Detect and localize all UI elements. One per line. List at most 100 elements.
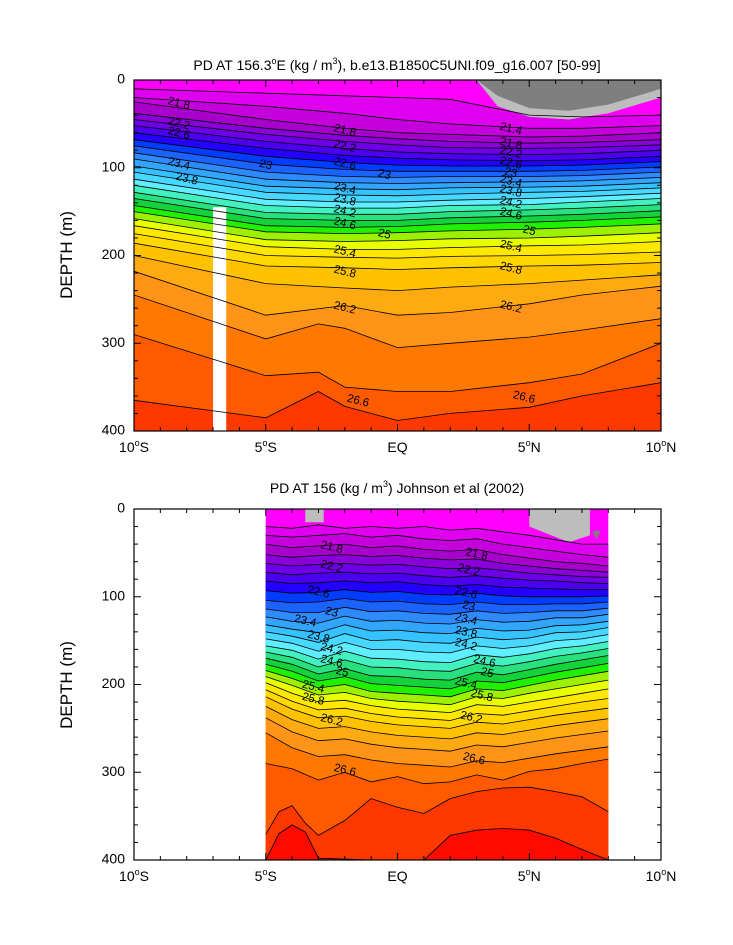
contour-label: 24.6 (332, 215, 357, 232)
contour-line (134, 165, 661, 191)
contour-line (134, 218, 661, 242)
density-band (134, 382, 661, 431)
contour-label: 26.2 (498, 299, 523, 316)
contour-line (265, 554, 609, 573)
contour-line (134, 242, 661, 270)
contour-label: 23.4 (498, 173, 523, 190)
contour-label: 23.4 (332, 180, 357, 197)
panel-2-color-bands (265, 509, 609, 860)
contour-label: 23.8 (306, 629, 331, 646)
contour-label: 22.6 (454, 585, 479, 602)
contour-label: 25.4 (498, 238, 523, 255)
missing-data-region (476, 80, 661, 111)
contour-line (265, 706, 609, 740)
panel-2-contour-lines (265, 524, 609, 860)
contour-line (265, 524, 609, 545)
contour-label: 23 (324, 605, 339, 620)
contour-label: 25 (479, 666, 494, 681)
contour-line (134, 132, 661, 162)
contour-line (134, 233, 661, 259)
contour-line (134, 125, 661, 156)
contour-line (134, 158, 661, 184)
contour-label: 24.2 (498, 194, 523, 211)
panel-1-contour-lines (134, 88, 661, 421)
contour-label: 26.2 (459, 709, 484, 726)
contour-line (134, 225, 661, 250)
x-tick-label: 10oS (119, 438, 149, 455)
contour-line (134, 97, 661, 129)
contour-label: 22.2 (498, 144, 523, 161)
x-tick-label: EQ (387, 868, 407, 884)
contour-label: 24.6 (472, 653, 497, 670)
contour-label: 24.2 (332, 203, 357, 220)
contour-line (134, 255, 661, 292)
contour-label: 25.8 (469, 687, 494, 704)
contour-label: 23 (258, 158, 273, 173)
contour-label: 23 (503, 166, 518, 181)
contour-label: 24.6 (319, 653, 344, 670)
missing-data-region (305, 509, 324, 523)
y-tick-label: 200 (102, 675, 126, 691)
y-tick-label: 100 (102, 158, 126, 174)
contour-line (134, 334, 661, 392)
contour-label: 23 (377, 167, 392, 182)
contour-label: 23.8 (498, 183, 523, 200)
contour-line (265, 648, 609, 672)
contour-line (134, 101, 661, 138)
x-tick-label: 10oS (119, 867, 149, 884)
x-tick-label: 5oS (255, 438, 277, 455)
contour-label: 22.2 (332, 138, 357, 155)
contour-line (134, 205, 661, 228)
contour-label: 25.8 (301, 691, 326, 708)
contour-label: 23.8 (332, 192, 357, 209)
contour-label: 25.4 (301, 679, 326, 696)
contour-line (265, 786, 609, 836)
x-tick-label: 10oN (646, 867, 677, 884)
contour-label: 25.8 (498, 260, 523, 277)
contour-label: 26.6 (462, 751, 487, 768)
contour-label: 26.2 (332, 300, 357, 317)
contour-line (265, 824, 609, 860)
contour-line (134, 178, 661, 203)
contour-line (265, 689, 609, 721)
contour-label: 25.8 (332, 264, 357, 281)
contour-line (265, 580, 609, 591)
contour-label: 26.6 (346, 393, 371, 410)
contour-label: 22.2 (319, 558, 344, 575)
contour-line (134, 145, 661, 172)
contour-line (134, 139, 661, 167)
contour-line (134, 152, 661, 178)
contour-line (265, 641, 609, 664)
y-tick-label: 100 (102, 587, 126, 603)
contour-label: 23 (461, 599, 476, 614)
x-tick-label: 5oN (518, 867, 541, 884)
contour-line (134, 270, 661, 316)
panel-1-missing-data (213, 80, 661, 431)
contour-line (265, 613, 609, 625)
contour-label: 23.4 (293, 613, 318, 630)
contour-line (265, 717, 609, 752)
contour-label: 21.8 (166, 95, 191, 112)
contour-line (265, 543, 609, 567)
missing-data-region (592, 530, 601, 540)
contour-line (134, 382, 661, 421)
contour-line (265, 571, 609, 584)
contour-label: 25.4 (332, 243, 357, 260)
x-tick-label: 5oN (518, 438, 541, 455)
y-tick-label: 0 (117, 500, 125, 516)
contour-line (134, 119, 661, 149)
y-tick-label: 0 (117, 71, 125, 87)
contour-line (265, 533, 609, 558)
panel-2-title: PD AT 156 (kg / m3) Johnson et al (2002) (270, 479, 524, 496)
contour-label: 21.8 (464, 546, 489, 563)
y-tick-label: 200 (102, 246, 126, 262)
contour-label: 22.2 (166, 115, 191, 132)
contour-label: 24.6 (498, 206, 523, 223)
contour-label: 24.2 (319, 641, 344, 658)
contour-label: 23.4 (166, 156, 191, 173)
panel-1-title: PD AT 156.3oE (kg / m3), b.e13.B1850C5UN… (193, 56, 600, 73)
contour-label: 25 (522, 224, 537, 239)
contour-label: 25.4 (454, 675, 479, 692)
